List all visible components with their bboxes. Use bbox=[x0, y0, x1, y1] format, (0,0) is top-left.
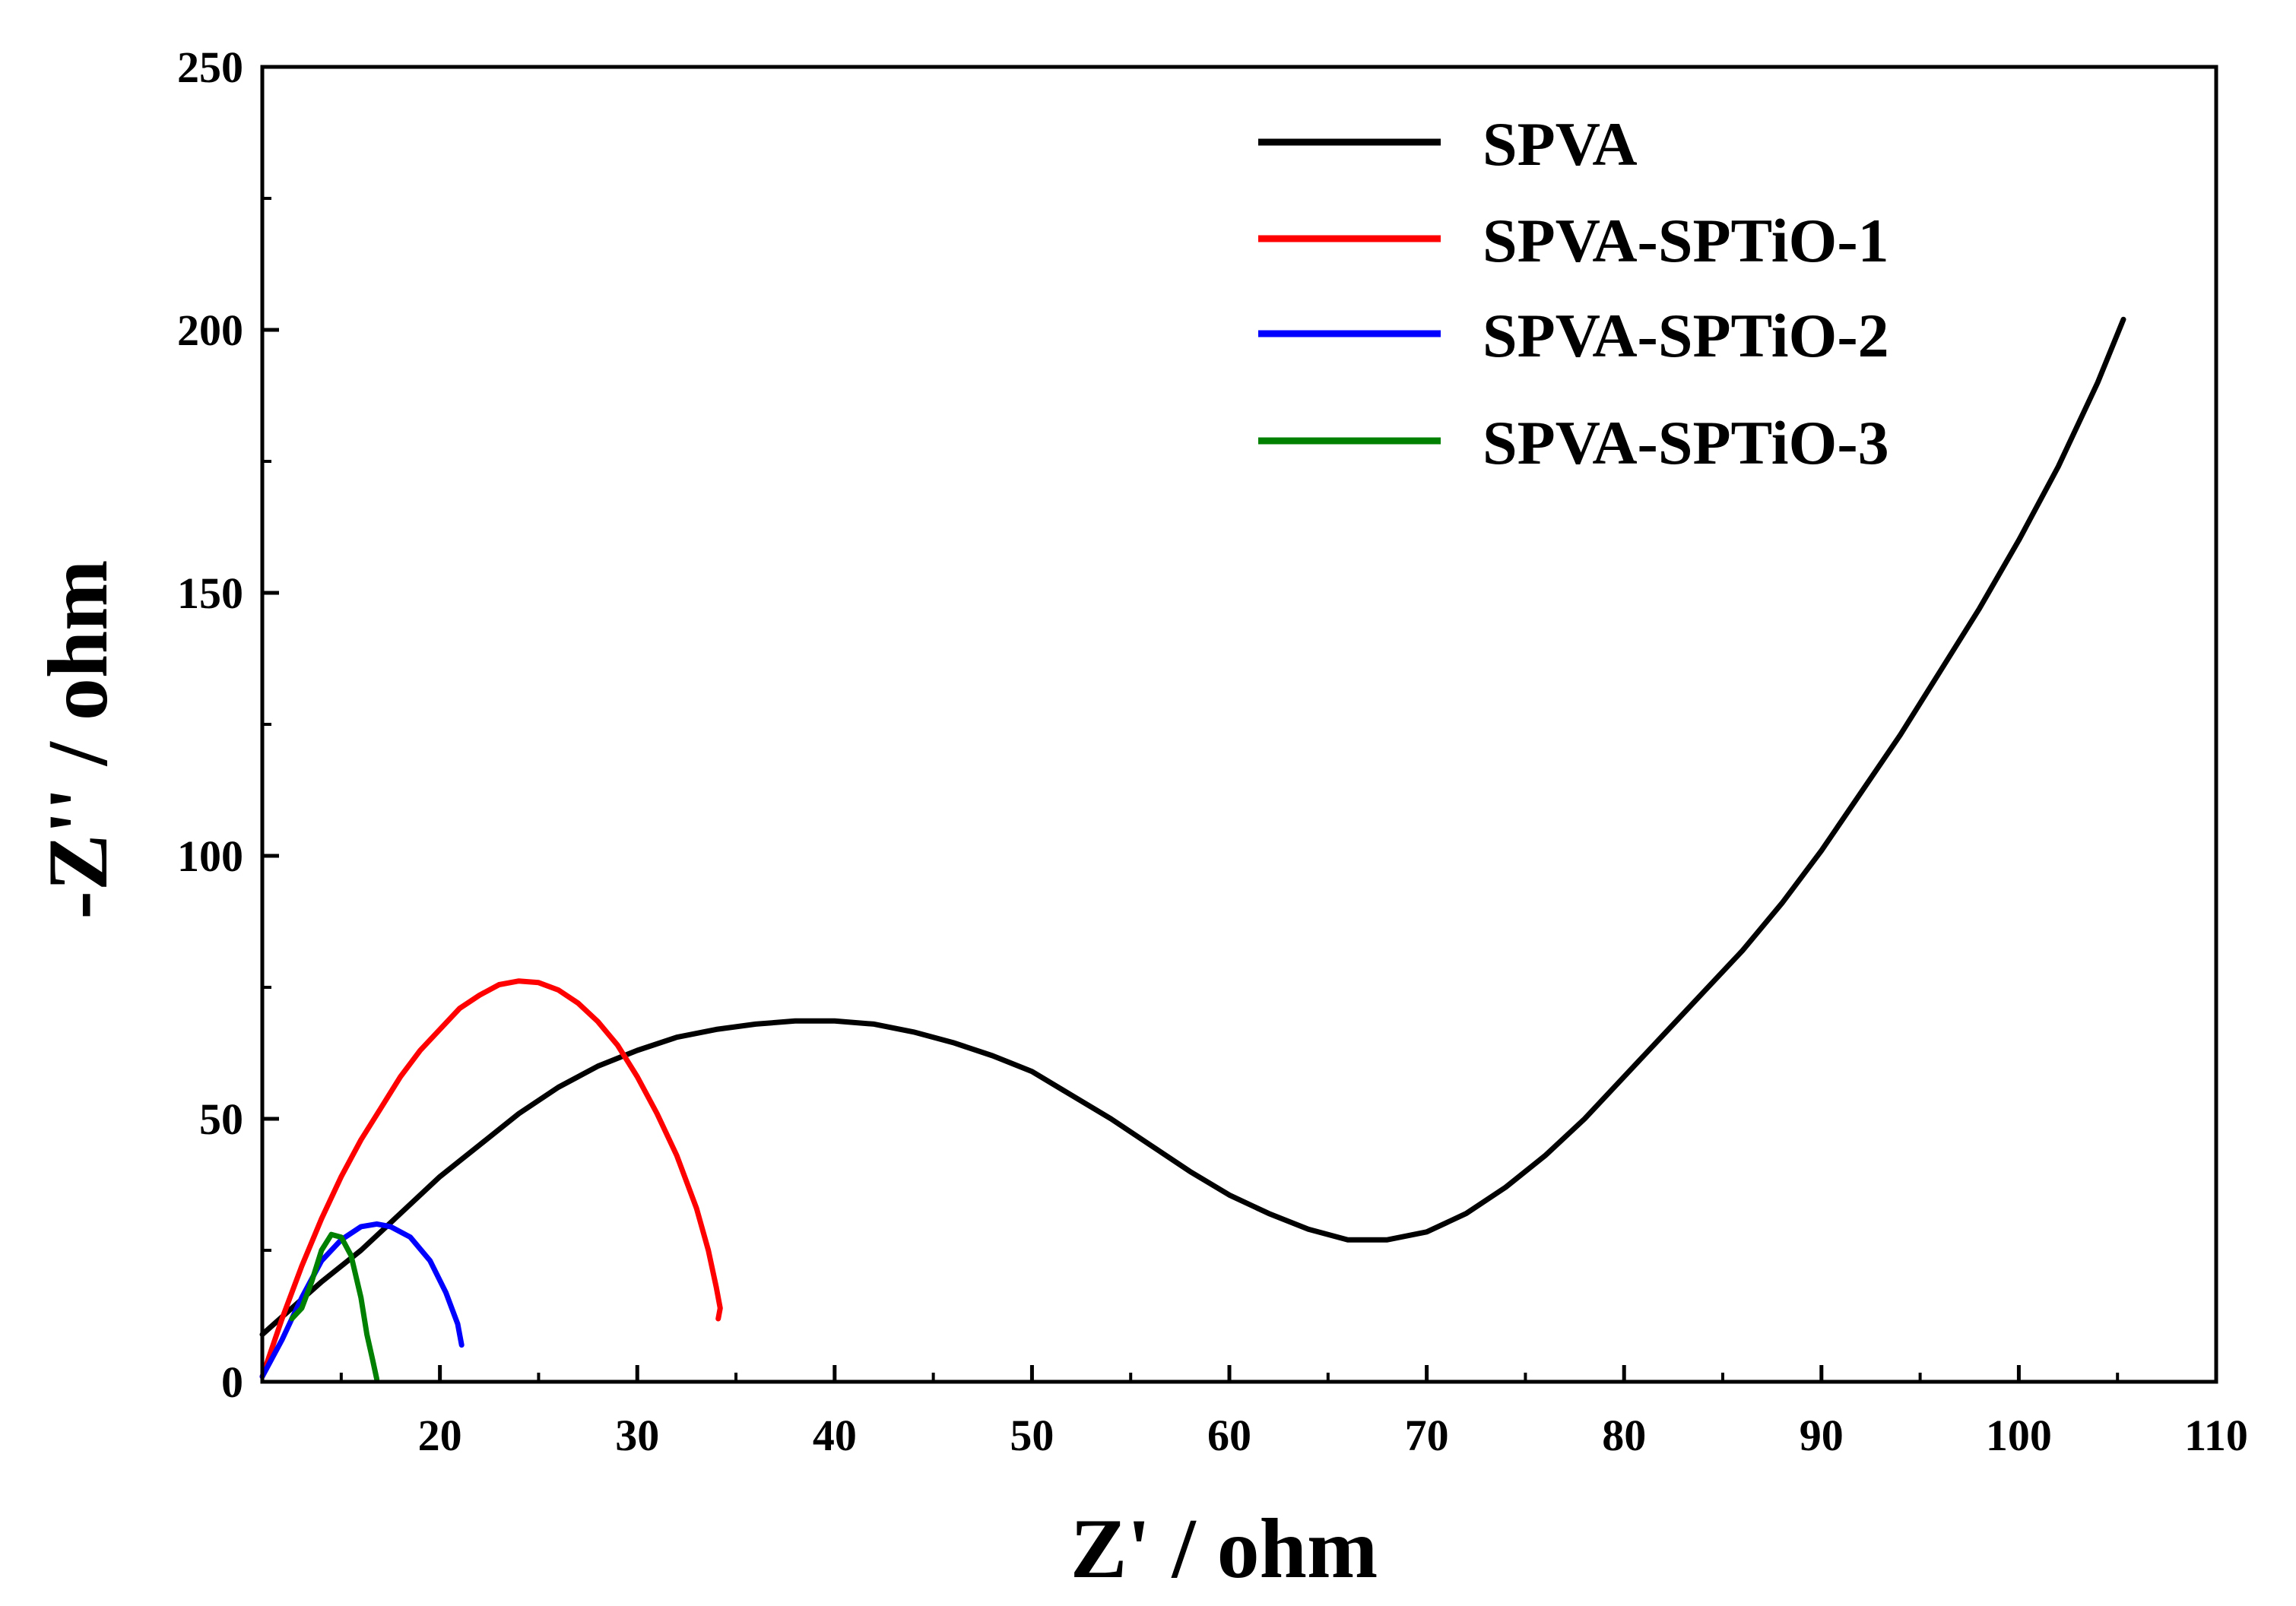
series-line-spva bbox=[259, 316, 2126, 1338]
x-tick-label: 30 bbox=[615, 1411, 659, 1460]
y-tick-label: 50 bbox=[199, 1094, 243, 1144]
x-axis-ticks: 20 30 40 50 60 70 80 90 100 110 bbox=[339, 1365, 2248, 1460]
legend-label: SPVA-SPTiO-1 bbox=[1483, 206, 1889, 275]
x-tick-label: 70 bbox=[1405, 1411, 1449, 1460]
x-tick-label: 90 bbox=[1800, 1411, 1844, 1460]
x-tick-label: 50 bbox=[1010, 1411, 1054, 1460]
series-layer bbox=[259, 316, 2126, 1382]
series-line-spva-sptio-2 bbox=[259, 1221, 465, 1380]
x-tick-label: 40 bbox=[813, 1411, 857, 1460]
x-tick-label: 80 bbox=[1602, 1411, 1646, 1460]
legend-label: SPVA bbox=[1483, 109, 1638, 179]
y-tick-label: 100 bbox=[177, 832, 243, 881]
legend-label: SPVA-SPTiO-3 bbox=[1483, 408, 1889, 477]
y-axis-ticks: 0 50 100 150 200 250 bbox=[177, 43, 279, 1407]
y-tick-label: 250 bbox=[177, 43, 243, 92]
x-axis-title: Z' / ohm bbox=[1070, 1502, 1378, 1596]
x-tick-label: 60 bbox=[1207, 1411, 1251, 1460]
series-line-spva-sptio-1 bbox=[259, 978, 723, 1380]
series-line-spva-sptio-3 bbox=[289, 1231, 380, 1382]
legend-label: SPVA-SPTiO-2 bbox=[1483, 301, 1889, 370]
y-axis-title: -Z'' / ohm bbox=[31, 560, 125, 920]
y-tick-label: 0 bbox=[221, 1357, 243, 1407]
legend: SPVA SPVA-SPTiO-1 SPVA-SPTiO-2 SPVA-SPTiO-3 bbox=[1258, 109, 1889, 477]
x-tick-label: 110 bbox=[2184, 1411, 2248, 1460]
x-tick-label: 100 bbox=[1986, 1411, 2052, 1460]
y-tick-label: 150 bbox=[177, 569, 243, 618]
y-tick-label: 200 bbox=[177, 306, 243, 355]
x-tick-label: 20 bbox=[418, 1411, 462, 1460]
